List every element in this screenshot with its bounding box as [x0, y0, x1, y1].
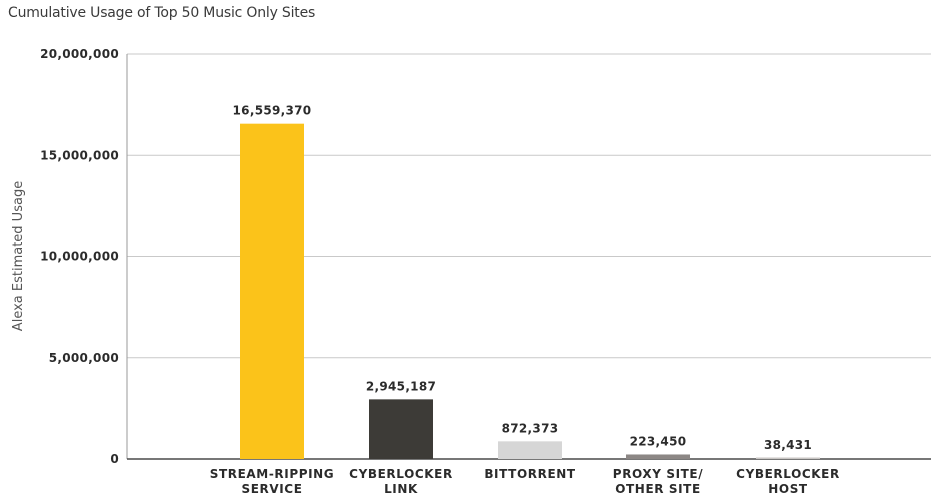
bar	[756, 457, 820, 459]
category-label: STREAM-RIPPING	[210, 467, 335, 481]
y-tick-label: 5,000,000	[49, 351, 119, 365]
y-tick-label: 15,000,000	[40, 148, 119, 162]
category-label: LINK	[384, 482, 418, 496]
data-label: 223,450	[630, 434, 687, 448]
y-tick-label: 0	[110, 452, 119, 466]
labels: 0 5,000,000 10,000,000 15,000,000 20,000,000…	[40, 47, 840, 496]
category-label: PROXY SITE/	[613, 467, 703, 481]
bar	[240, 123, 304, 459]
data-label: 16,559,370	[233, 104, 312, 118]
chart-title: Cumulative Usage of Top 50 Music Only Si…	[8, 5, 316, 21]
category-label: CYBERLOCKER	[736, 467, 840, 481]
bars	[240, 123, 820, 459]
category-label: BITTORRENT	[484, 467, 576, 481]
bar	[498, 441, 562, 459]
data-label: 872,373	[502, 421, 559, 435]
bar	[626, 454, 690, 459]
data-label: 38,431	[764, 438, 812, 452]
category-label: OTHER SITE	[615, 482, 701, 496]
bar	[369, 399, 433, 459]
y-axis-title: Alexa Estimated Usage	[11, 181, 26, 331]
category-label: CYBERLOCKER	[349, 467, 453, 481]
data-label: 2,945,187	[366, 379, 436, 393]
category-label: HOST	[768, 482, 808, 496]
category-label: SERVICE	[241, 482, 302, 496]
y-tick-label: 10,000,000	[40, 250, 119, 264]
y-tick-label: 20,000,000	[40, 47, 119, 61]
